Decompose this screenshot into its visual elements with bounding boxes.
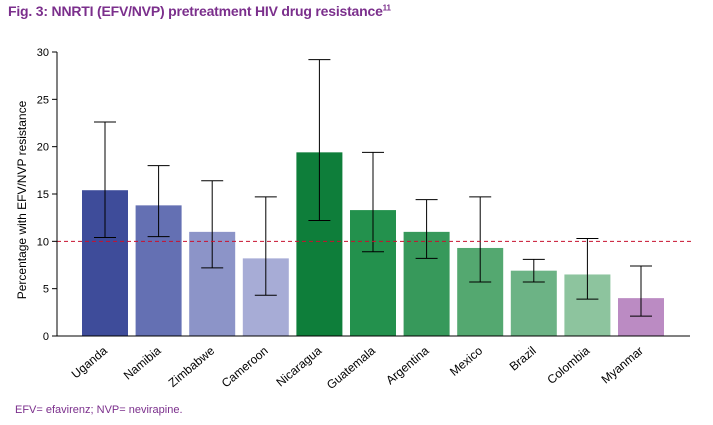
x-tick-label-cameroon: Cameroon: [219, 344, 271, 391]
x-tick-label-guatemala: Guatemala: [324, 343, 378, 392]
error-bars-group: [94, 59, 652, 317]
reference-superscript: 11: [382, 3, 391, 13]
x-tick-label-uganda: Uganda: [69, 343, 110, 381]
x-tick-label-mexico: Mexico: [447, 343, 485, 378]
y-tick-label-5: 5: [43, 284, 49, 296]
y-tick-label-15: 15: [37, 189, 49, 201]
y-axis-label: Percentage with EFV/NVP resistance: [15, 100, 29, 299]
x-tick-label-brazil: Brazil: [507, 344, 539, 374]
x-tick-label-colombia: Colombia: [544, 343, 592, 387]
x-tick-label-nicaragua: Nicaragua: [273, 343, 324, 389]
y-tick-label-20: 20: [37, 142, 49, 154]
figure-title: NNRTI (EFV/NVP) pretreatment HIV drug re…: [51, 3, 383, 19]
x-tick-label-argentina: Argentina: [383, 343, 432, 387]
chart-title: Fig. 3: NNRTI (EFV/NVP) pretreatment HIV…: [8, 3, 391, 19]
x-tick-label-namibia: Namibia: [121, 343, 164, 382]
y-tick-label-0: 0: [43, 331, 49, 343]
y-tick-label-10: 10: [37, 236, 49, 248]
y-tick-label-25: 25: [37, 94, 49, 106]
bar-chart: Uganda Namibia Zimbabwe Cameroon Nicaragua Gu…: [15, 47, 692, 392]
footnote: EFV= efavirenz; NVP= nevirapine.: [15, 404, 183, 416]
figure-label: Fig. 3:: [8, 3, 48, 19]
x-tick-label-zimbabwe: Zimbabwe: [166, 343, 218, 390]
x-tick-label-myanmar: Myanmar: [599, 344, 646, 387]
y-tick-label-30: 30: [37, 47, 49, 59]
